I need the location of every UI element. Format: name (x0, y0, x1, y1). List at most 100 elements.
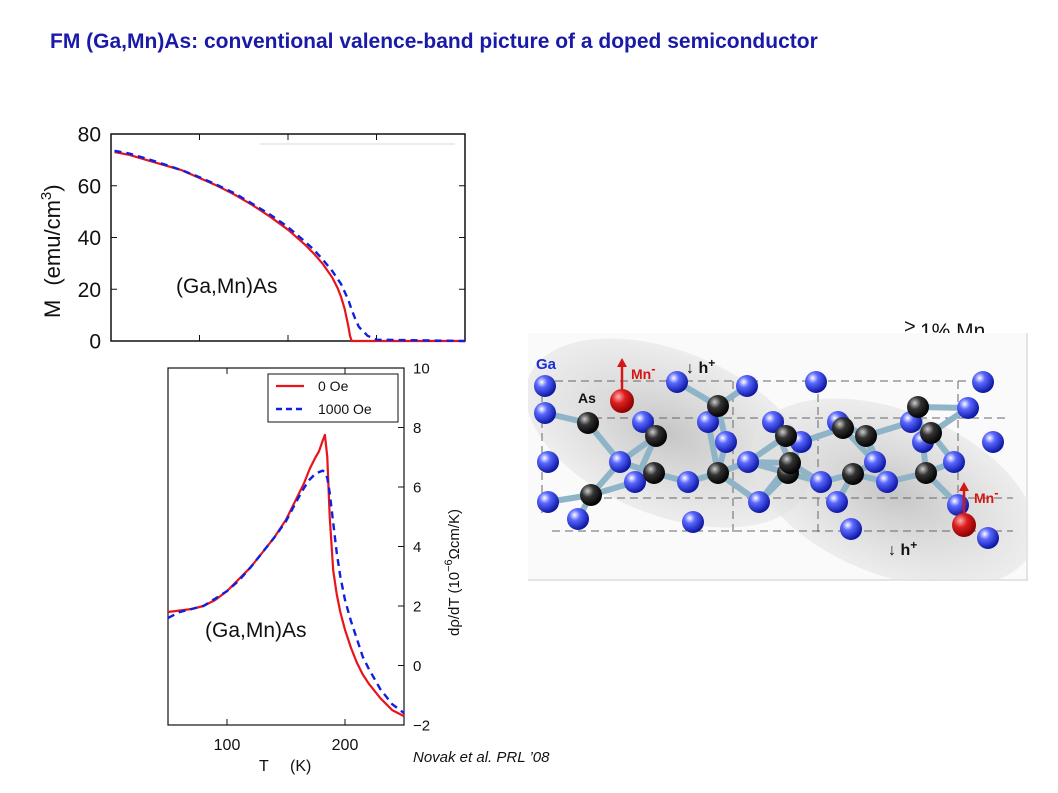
slide-title: FM (Ga,Mn)As: conventional valence-band … (50, 30, 818, 53)
ga-atom (677, 471, 699, 493)
magnetization-y-label-units: (emu/cm (40, 200, 65, 286)
resistivity-x-label-units: (K) (290, 758, 311, 775)
ga-atom (840, 518, 862, 540)
ga-atom (977, 527, 999, 549)
ga-atom (947, 494, 969, 516)
mn-left: Mn- (617, 358, 656, 389)
y-tick-label: 20 (78, 279, 101, 302)
as-atom (775, 425, 797, 447)
as-atom (907, 396, 929, 418)
ga-atom (762, 411, 784, 433)
mn-right: Mn- (959, 482, 999, 513)
y-tick-label: 40 (78, 227, 101, 250)
hole-left-label: ↓ h+ (686, 356, 715, 377)
mn-right-arrow-head (959, 482, 969, 491)
ga-atom (864, 451, 886, 473)
ga-atom (632, 411, 654, 433)
ga-atom (943, 451, 965, 473)
ga-atom (876, 471, 898, 493)
y-tick-label: 80 (78, 124, 101, 147)
as-atom (842, 463, 864, 485)
ga-atom (537, 491, 559, 513)
ga-atom (715, 431, 737, 453)
ga-atom (534, 402, 556, 424)
as-atom (832, 417, 854, 439)
resistivity-legend: 0 Oe 1000 Oe (267, 373, 399, 423)
mn-left-label: Mn- (631, 361, 656, 382)
ga-label: Ga (536, 356, 557, 373)
ga-atom (957, 397, 979, 419)
y-tick-label: 6 (413, 479, 421, 496)
ga-atom (534, 375, 556, 397)
as-atom (779, 452, 801, 474)
svg-text:M(emu/cm3): M (emu/cm3) (38, 184, 65, 318)
y-tick-label: 60 (78, 175, 101, 198)
as-atom (643, 462, 665, 484)
ga-atom (666, 371, 688, 393)
ga-atom (748, 491, 770, 513)
legend-label-1000-oe: 1000 Oe (318, 401, 372, 417)
hole-right-label: ↓ h+ (888, 538, 917, 559)
as-atom (645, 425, 667, 447)
mn-atom (610, 389, 634, 413)
ga-atom (567, 508, 589, 530)
series-line-red (114, 151, 465, 343)
y-tick-label: 4 (413, 539, 421, 556)
y-tick-label: 0 (89, 331, 101, 354)
y-tick-label: 8 (413, 420, 421, 437)
ga-atom (697, 411, 719, 433)
ga-atom (736, 375, 758, 397)
as-atom (915, 462, 937, 484)
as-atom (855, 425, 877, 447)
hole-left: ↓ h+ (686, 356, 715, 377)
ga-atom (826, 491, 848, 513)
magnetization-annotation: (Ga,Mn)As (176, 275, 278, 298)
magnetization-y-label-sup: 3 (38, 192, 55, 200)
magnetization-y-ticks: 0 20 40 60 80 (78, 124, 465, 354)
resistivity-x-label-main: T (259, 758, 269, 775)
ga-atom (982, 431, 1004, 453)
magnetization-y-label: M (emu/cm3) (38, 184, 65, 318)
resistivity-chart: −2 0 2 4 6 8 10 100 200 (Ga,Mn)As 0 Oe 1000 Oe T… (167, 360, 463, 775)
y-tick-label: −2 (413, 717, 430, 734)
series-line-blue (114, 149, 466, 343)
as-atom (707, 462, 729, 484)
ga-atom (609, 451, 631, 473)
series-line-red (167, 433, 405, 718)
gamnas-lattice-illustration: Ga As Mn- ↓ h+ Mn- ↓ h+ (528, 333, 1028, 581)
svg-text:dρ/dT (10−6Ωcm/K): dρ/dT (10−6Ωcm/K) (443, 509, 463, 636)
mn-left-arrow-head (617, 358, 627, 367)
as-label: As (578, 390, 596, 406)
ga-atom (810, 471, 832, 493)
hole-right: ↓ h+ (888, 538, 917, 559)
ga-atom (682, 511, 704, 533)
as-atom (920, 422, 942, 444)
lattice-atoms (534, 371, 1004, 549)
magnetization-series (114, 149, 466, 343)
magnetization-y-label-close: ) (40, 184, 65, 191)
x-tick-label: 200 (332, 737, 359, 754)
legend-box (267, 373, 399, 423)
legend-label-0-oe: 0 Oe (318, 378, 349, 394)
as-atom (580, 484, 602, 506)
x-tick-label: 100 (214, 737, 241, 754)
y-tick-label: 0 (413, 658, 421, 675)
ga-atom (972, 371, 994, 393)
resistivity-y-label-left: dρ/dT (10 (446, 572, 463, 636)
resistivity-annotation: (Ga,Mn)As (205, 619, 307, 642)
mn-right-label: Mn- (974, 485, 999, 506)
ga-atom (805, 371, 827, 393)
y-tick-label: 10 (413, 360, 430, 377)
ga-atom (537, 451, 559, 473)
citation: Novak et al. PRL ’08 (413, 749, 550, 766)
ga-atom (624, 471, 646, 493)
mn-atom (952, 513, 976, 537)
ga-atom (737, 451, 759, 473)
magnetization-chart: 0 20 40 60 80 (Ga,Mn)As M (emu/cm3) (38, 124, 466, 354)
y-tick-label: 2 (413, 598, 421, 615)
resistivity-y-label: dρ/dT (10−6Ωcm/K) (443, 509, 463, 636)
resistivity-ticks: −2 0 2 4 6 8 10 100 200 (214, 360, 430, 754)
as-atom (707, 395, 729, 417)
resistivity-x-label: T (K) (259, 758, 311, 775)
